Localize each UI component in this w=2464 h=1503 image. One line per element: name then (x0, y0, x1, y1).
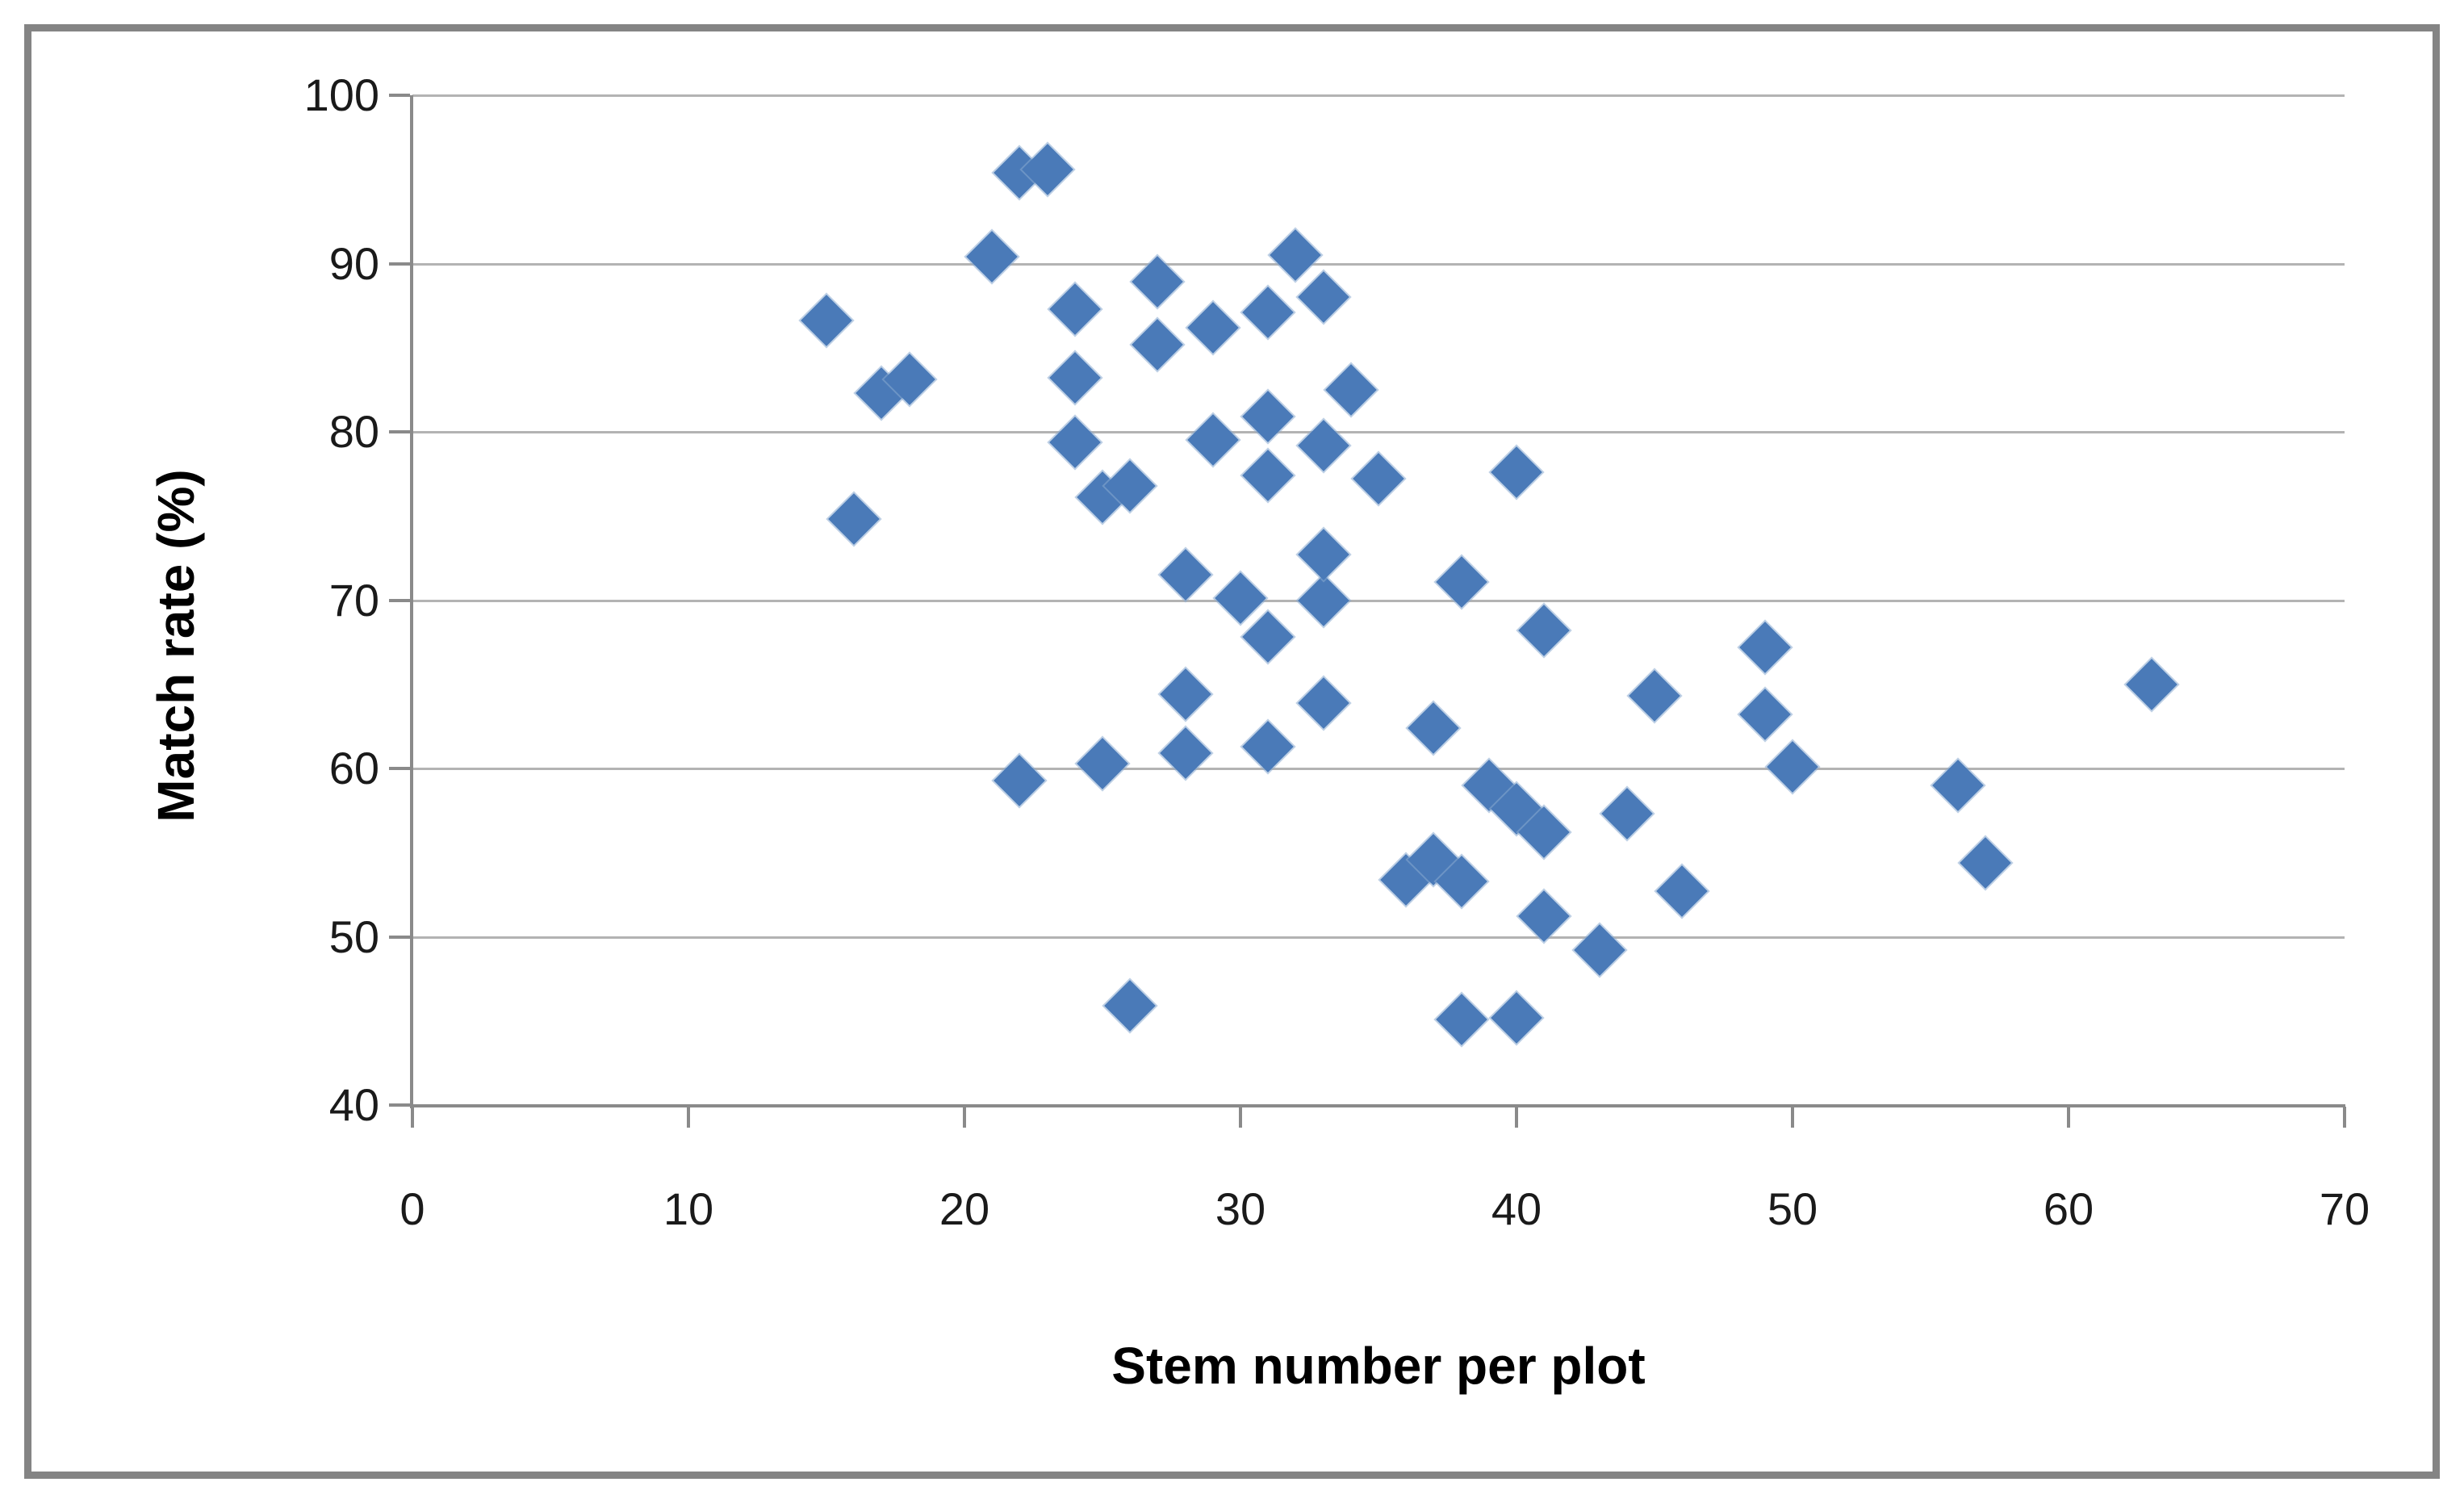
x-tick-label-20: 20 (939, 1183, 990, 1234)
y-tick-70 (389, 598, 410, 602)
x-tick-label-40: 40 (1491, 1183, 1542, 1234)
y-tick-label-100: 100 (303, 69, 379, 120)
chart-outer-border (24, 24, 2440, 1479)
y-tick-label-80: 80 (328, 406, 379, 457)
x-tick-label-0: 0 (400, 1183, 425, 1234)
y-tick-40 (389, 1103, 410, 1107)
x-tick-70 (2343, 1107, 2346, 1128)
y-axis-line (410, 95, 413, 1108)
gridline-y-80 (412, 431, 2345, 433)
gridline-y-50 (412, 936, 2345, 939)
y-tick-50 (389, 935, 410, 939)
y-tick-80 (389, 430, 410, 433)
x-axis-title: Stem number per plot (1111, 1337, 1646, 1395)
y-tick-label-50: 50 (328, 911, 379, 962)
y-tick-label-60: 60 (328, 743, 379, 793)
x-tick-label-30: 30 (1215, 1183, 1266, 1234)
y-tick-label-90: 90 (328, 237, 379, 289)
x-tick-label-10: 10 (663, 1183, 714, 1234)
y-tick-100 (389, 94, 410, 97)
y-tick-label-70: 70 (328, 574, 379, 626)
x-tick-30 (1239, 1107, 1242, 1128)
y-tick-60 (389, 767, 410, 770)
y-tick-90 (389, 262, 410, 266)
x-axis-line (410, 1104, 2345, 1107)
x-tick-label-60: 60 (2043, 1183, 2094, 1234)
y-axis-title: Match rate (%) (147, 469, 205, 823)
x-tick-40 (1515, 1107, 1518, 1128)
x-tick-60 (2067, 1107, 2070, 1128)
gridline-y-60 (412, 768, 2345, 770)
gridline-y-100 (412, 94, 2345, 97)
x-tick-10 (687, 1107, 690, 1128)
x-tick-50 (1791, 1107, 1794, 1128)
gridline-y-70 (412, 599, 2345, 602)
x-tick-label-70: 70 (2319, 1183, 2370, 1234)
gridline-y-90 (412, 262, 2345, 266)
x-tick-0 (411, 1107, 414, 1128)
y-tick-label-40: 40 (328, 1079, 379, 1130)
x-tick-label-50: 50 (1767, 1183, 1818, 1234)
x-tick-20 (963, 1107, 966, 1128)
